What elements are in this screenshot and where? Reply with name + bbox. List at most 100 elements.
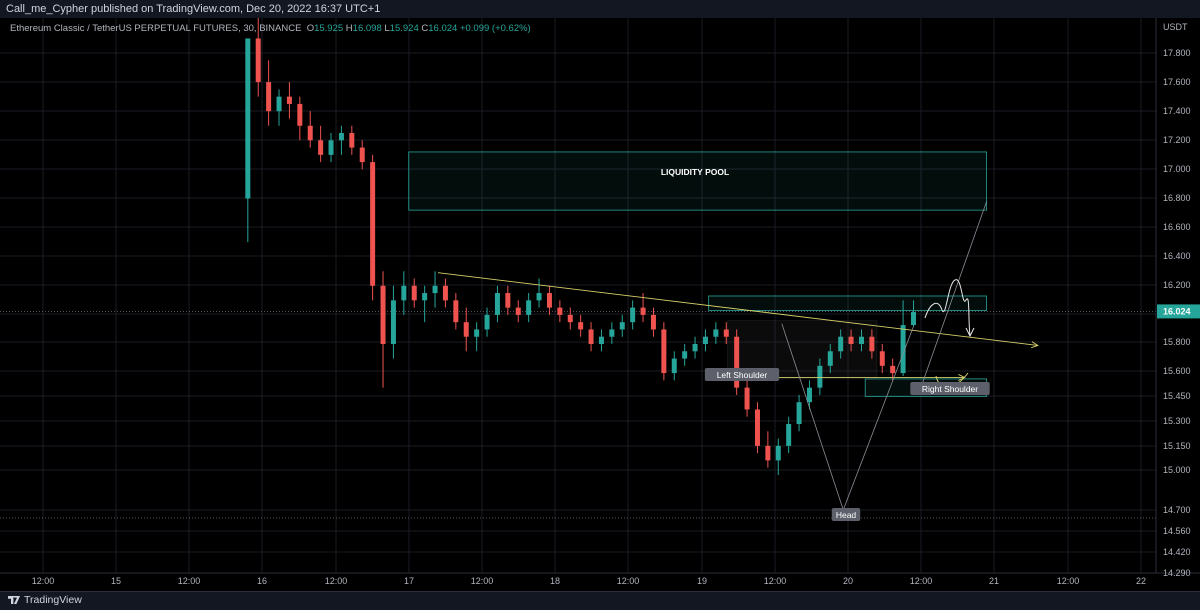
candle-body [328,140,334,155]
candle-body [536,293,542,301]
candle-body [650,314,656,330]
candle-body [546,293,552,308]
y-tick-label: 15.600 [1163,366,1191,376]
candle-body [661,329,667,374]
projection-arrow [965,327,975,338]
x-tick-label: 12:00 [764,576,787,586]
x-tick-label: 20 [843,576,853,586]
high-label: H [345,23,353,34]
y-tick-label: 16.200 [1163,280,1191,290]
y-tick-label: 14.290 [1163,568,1191,578]
candle-body [318,140,324,155]
candle-body [266,82,272,112]
candle-body [349,133,355,148]
y-tick-label: 15.000 [1163,465,1191,475]
candle-body [598,336,604,344]
candle-body [838,336,844,352]
candle-body [796,402,802,425]
right-shoulder-label: Right Shoulder [922,384,978,394]
price-chart[interactable]: 17.800 17.600 17.400 17.200 17.000 16.800 16.6… [0,18,1200,591]
y-tick-label: 16.400 [1163,251,1191,261]
symbol-legend: Ethereum Classic / TetherUS PERPETUAL FU… [10,23,531,34]
left-shoulder-label-bg [704,368,780,381]
candle-body [494,293,500,315]
y-tick-label: 16.600 [1163,222,1191,232]
y-tick-label: 16.800 [1163,193,1191,203]
candle-body [401,285,407,301]
close-value: 16.024 [428,23,458,34]
target-line [920,201,988,388]
candle-body [910,311,916,326]
candle-body [515,307,521,315]
change-value: +0.099 (+0.62%) [459,23,531,34]
low-label: L [384,23,390,34]
y-tick-label: 17.000 [1163,164,1191,174]
candle-body [640,307,646,315]
candle-body [692,344,698,352]
x-tick-label: 12:00 [471,576,494,586]
x-tick-label: 17 [404,576,414,586]
candle-body [286,96,292,104]
x-tick-label: 12:00 [910,576,933,586]
head-left-leg [781,323,844,510]
brand-name: TradingView [24,594,82,606]
y-tick-label: 15.150 [1163,441,1191,451]
candle-body [765,445,771,461]
candle-body [734,336,740,388]
head-label-bg [831,508,861,521]
x-tick-label: 12:00 [1057,576,1080,586]
low-value: 15.924 [389,23,419,34]
candle-body [630,307,636,323]
candle-body [359,147,365,163]
candle-body [245,38,251,199]
candle-body [390,300,396,344]
right-shoulder-label-bg [910,382,990,395]
candle-body [380,285,386,344]
candle-body [619,322,625,330]
symbol-title: Ethereum Classic / TetherUS PERPETUAL FU… [10,23,302,34]
candle-body [484,314,490,330]
candle-body [827,351,833,366]
currency-label: USDT [1163,22,1188,32]
x-tick-label: 16 [257,576,267,586]
x-tick-label: 12:00 [325,576,348,586]
candle-body [786,424,792,446]
y-tick-label: 14.560 [1163,526,1191,536]
candle-body [474,329,480,337]
candle-body [848,336,854,344]
publisher-text: Call_me_Cypher published on TradingView.… [6,3,381,15]
candle-body [505,293,511,308]
y-tick-label: 15.450 [1163,391,1191,401]
candle-body [858,336,864,344]
open-label: O [306,23,315,34]
candle-body [557,307,563,315]
candle-body [744,387,750,410]
x-tick-label: 21 [989,576,999,586]
x-tick-label: 19 [697,576,707,586]
candle-body [713,329,719,337]
projection-curve [924,279,971,337]
candle-body [442,285,448,301]
candle-body [609,329,615,337]
candle-body [806,387,812,403]
x-tick-label: 12:00 [617,576,640,586]
footer-bar: TradingView [0,591,1200,610]
y-tick-label: 17.200 [1163,135,1191,145]
left-shoulder-label: Left Shoulder [717,370,768,380]
candle-body [775,445,781,461]
candle-body [671,358,677,374]
y-tick-label: 17.800 [1163,48,1191,58]
candle-body [463,322,469,337]
y-tick-label: 17.400 [1163,106,1191,116]
y-tick-label: 15.800 [1163,337,1191,347]
candle-body [754,409,760,446]
candle-body [588,329,594,344]
liquidity-pool [408,151,988,211]
y-tick-label: 15.300 [1163,416,1191,426]
candle-body [879,351,885,366]
candle-body [526,300,532,315]
x-tick-label: 12:00 [32,576,55,586]
brand[interactable]: TradingView [8,594,82,606]
x-tick-label: 22 [1136,576,1146,586]
liquidity-pool-label: LIQUIDITY POOL [661,167,729,177]
